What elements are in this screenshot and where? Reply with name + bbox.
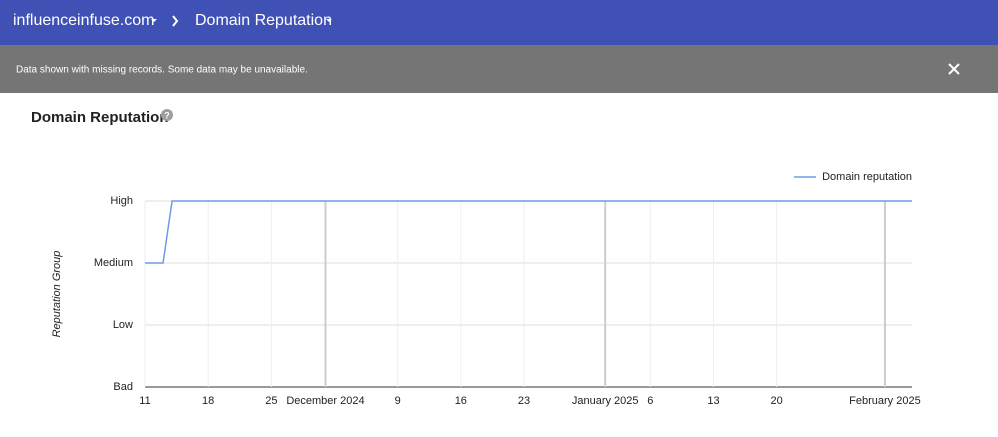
y-tick-label: Bad (113, 381, 133, 393)
help-icon-glyph: ? (164, 110, 170, 120)
x-tick-label: 6 (647, 395, 653, 407)
x-tick-label: 16 (455, 395, 467, 407)
x-tick-label: 20 (771, 395, 783, 407)
dropdown-caret[interactable] (151, 19, 157, 22)
x-tick-label: February 2025 (849, 395, 921, 407)
breadcrumb-chevron (172, 15, 179, 27)
y-axis-label: Reputation Group (51, 251, 63, 338)
y-tick-label: Low (113, 319, 133, 331)
x-tick-label: 18 (202, 395, 214, 407)
x-tick-label: 13 (707, 395, 719, 407)
y-tick-label: High (110, 195, 133, 207)
warning-banner (0, 45, 998, 93)
chart-title: Domain Reputation (31, 109, 169, 126)
close-button[interactable] (948, 63, 960, 75)
page-selector[interactable]: Domain Reputation (195, 12, 332, 29)
legend-label: Domain reputation (822, 171, 912, 183)
top-bar (0, 0, 998, 45)
y-tick-label: Medium (94, 257, 133, 269)
x-tick-label: December 2024 (286, 395, 364, 407)
dropdown-caret[interactable] (326, 19, 332, 22)
banner-message: Data shown with missing records. Some da… (16, 65, 308, 76)
help-icon[interactable] (161, 109, 173, 121)
x-tick-label: 23 (518, 395, 530, 407)
series-line (145, 200, 912, 264)
x-tick-label: January 2025 (572, 395, 639, 407)
x-tick-label: 11 (139, 395, 150, 407)
x-tick-label: 25 (265, 395, 277, 407)
x-tick-label: 9 (395, 395, 401, 407)
site-selector[interactable]: influenceinfuse.com (13, 12, 154, 29)
